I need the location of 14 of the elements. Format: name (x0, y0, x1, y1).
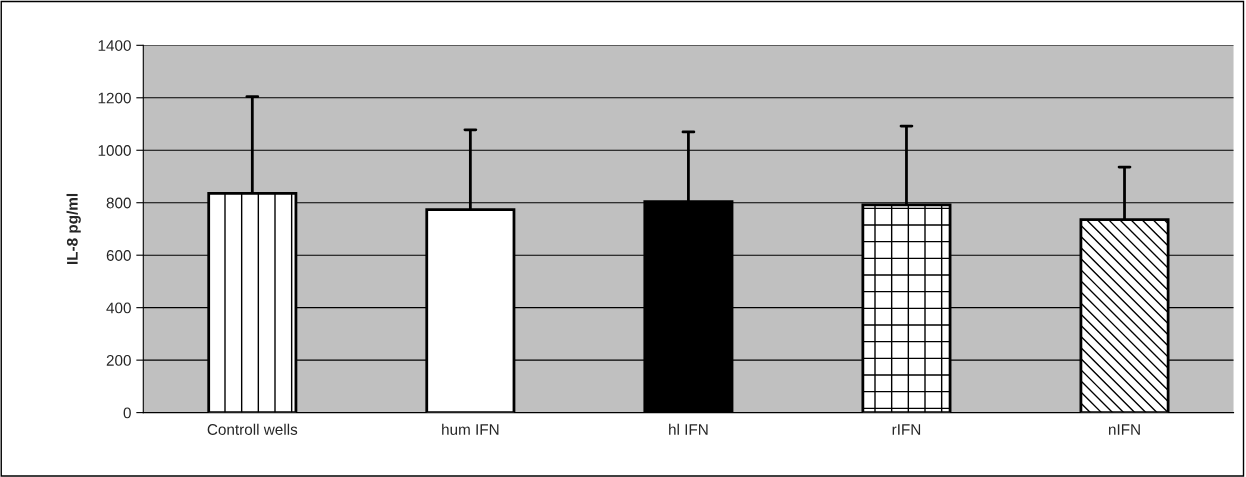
x-tick-label: rIFN (892, 424, 921, 435)
x-tick-label: nIFN (1108, 424, 1140, 435)
y-tick-label: 1200 (98, 92, 131, 104)
x-tick-label: hl IFN (669, 423, 708, 435)
x-tick-label: hum IFN (442, 423, 499, 435)
y-axis-title: IL-8 pg/ml (66, 193, 81, 265)
y-tick-label: 400 (106, 302, 131, 314)
y-tick-label: 1000 (98, 145, 131, 156)
y-tick-label: 600 (106, 250, 131, 261)
y-tick-label: 0 (123, 407, 131, 419)
y-tick-label: 200 (106, 355, 131, 366)
x-tick-label: Controll wells (207, 423, 298, 435)
y-tick-label: 1400 (98, 40, 131, 51)
y-tick-label: 800 (106, 197, 131, 209)
